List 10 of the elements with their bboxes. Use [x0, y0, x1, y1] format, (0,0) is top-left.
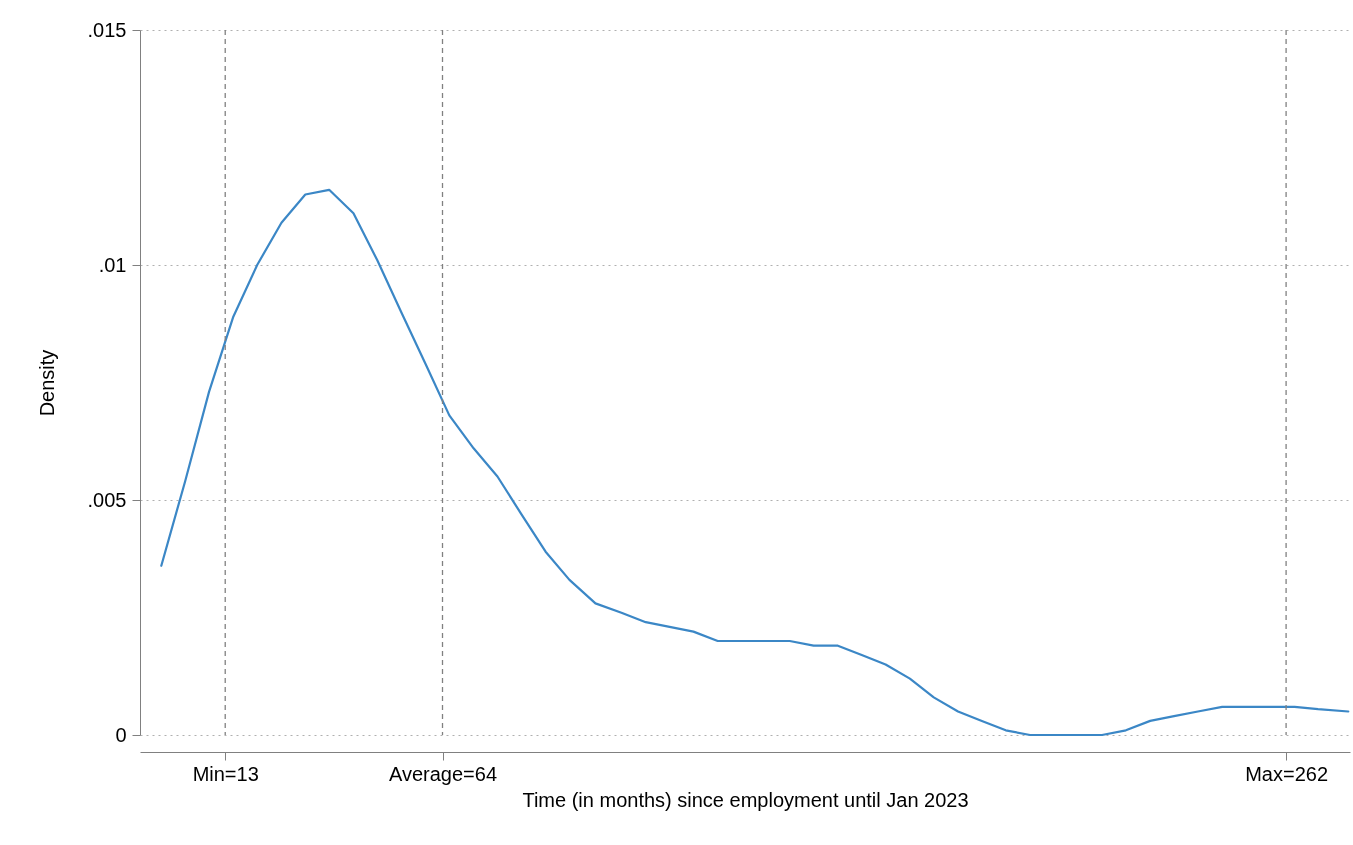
y-axis-title: Density	[35, 349, 58, 417]
x-tick-label: Max=262	[1245, 762, 1329, 785]
x-tick-label: Min=13	[192, 762, 259, 785]
y-tick-label: .005	[87, 488, 127, 511]
x-axis-title: Time (in months) since employment until Jan 2023	[522, 788, 969, 811]
line-series	[160, 188, 1350, 737]
x-tick-label: Average=64	[388, 762, 498, 785]
y-tick-label: .015	[87, 18, 127, 41]
y-tick-label: 0	[115, 723, 127, 746]
y-tick-label: .01	[98, 253, 127, 276]
